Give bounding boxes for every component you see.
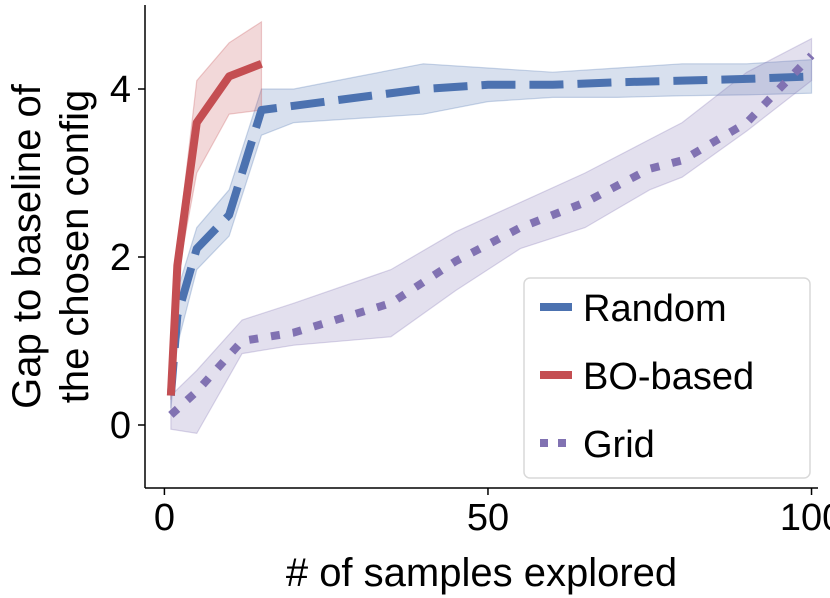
x-tick-label: 50 <box>467 497 509 539</box>
y-axis-label-line1: Gap to baseline of <box>5 83 49 409</box>
legend-label-grid: Grid <box>583 424 655 466</box>
grid-band <box>170 37 813 435</box>
legend-frame <box>523 277 811 479</box>
bo-based-line <box>166 60 263 396</box>
y-axis-label: Gap to baseline of the chosen config <box>5 83 97 409</box>
random-line <box>166 72 812 396</box>
x-tick-label: 0 <box>154 497 175 539</box>
axes <box>144 5 818 489</box>
x-tick-label: 100 <box>780 497 830 539</box>
grid-line <box>168 52 815 418</box>
legend-label-bo-based: BO-based <box>583 356 754 398</box>
legend-label-random: Random <box>583 288 727 330</box>
y-tick-label: 0 <box>110 405 131 447</box>
y-tick-label: 4 <box>110 69 131 111</box>
axis-ticks: 0 50 100 0 2 4 <box>110 69 830 539</box>
x-axis-label: # of samples explored <box>286 551 677 595</box>
random-band <box>170 58 813 409</box>
legend: Random BO-based Grid <box>523 277 811 479</box>
series-lines <box>166 52 815 418</box>
y-tick-label: 2 <box>110 237 131 279</box>
y-axis-label-line2: the chosen config <box>53 90 97 404</box>
